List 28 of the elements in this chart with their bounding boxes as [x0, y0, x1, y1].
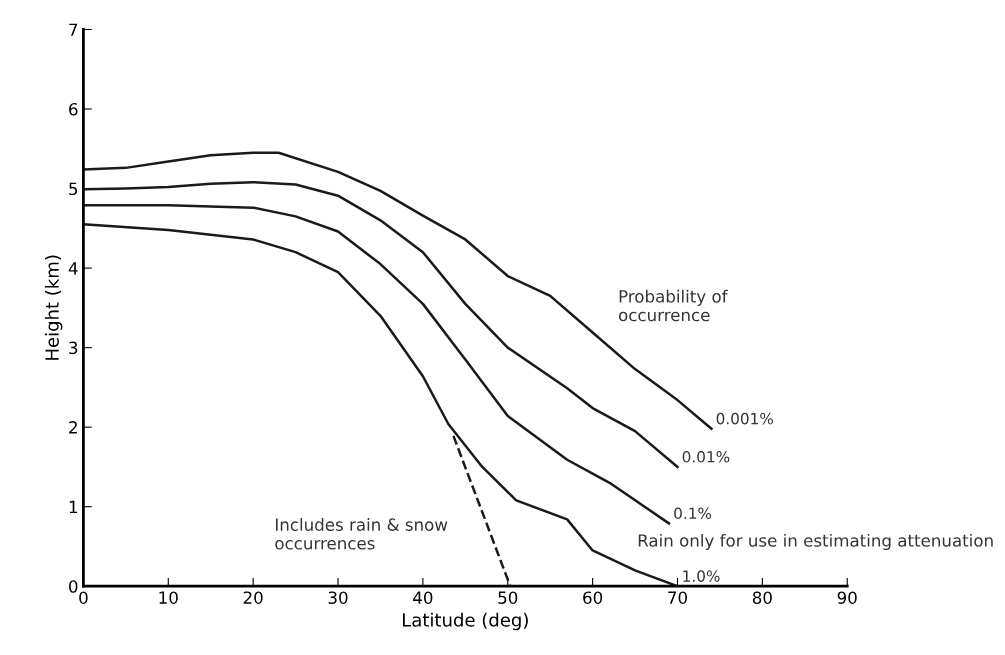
series-label: 0.1% — [674, 507, 712, 520]
x-tick-label: 30 — [328, 591, 348, 604]
x-tick-label: 60 — [583, 591, 603, 604]
x-tick-label: 20 — [243, 591, 263, 604]
x-tick-label: 80 — [752, 591, 772, 604]
y-axis-title: Height (km) — [44, 255, 63, 360]
y-tick-label: 1 — [69, 500, 78, 514]
annotation: Probability of occurrence — [618, 289, 728, 322]
x-tick-label: 50 — [498, 591, 518, 604]
y-tick-label: 2 — [69, 421, 77, 434]
series-label: 0.001% — [716, 412, 774, 425]
x-tick-label: 10 — [159, 591, 178, 604]
y-tick-label: 4 — [68, 262, 78, 275]
x-tick-label: 70 — [668, 591, 687, 604]
annotation: Includes rain & snow occurrences — [275, 518, 448, 550]
x-axis-title: Latitude (deg) — [403, 612, 528, 631]
y-tick-label: 6 — [69, 102, 78, 116]
y-tick-label: 7 — [69, 23, 78, 36]
line-series — [83, 151, 713, 430]
x-tick-label: 40 — [413, 591, 433, 604]
annotation: Rain only for use in estimating attenuation — [638, 533, 993, 551]
x-tick-label: 90 — [837, 591, 857, 604]
y-tick-label: 5 — [69, 182, 78, 196]
series-label: 1.0% — [683, 570, 720, 582]
y-tick-label: 3 — [69, 341, 78, 355]
y-tick-label: 0 — [69, 580, 78, 593]
x-tick-label: 0 — [79, 591, 88, 604]
series-label: 0.01% — [682, 451, 730, 463]
